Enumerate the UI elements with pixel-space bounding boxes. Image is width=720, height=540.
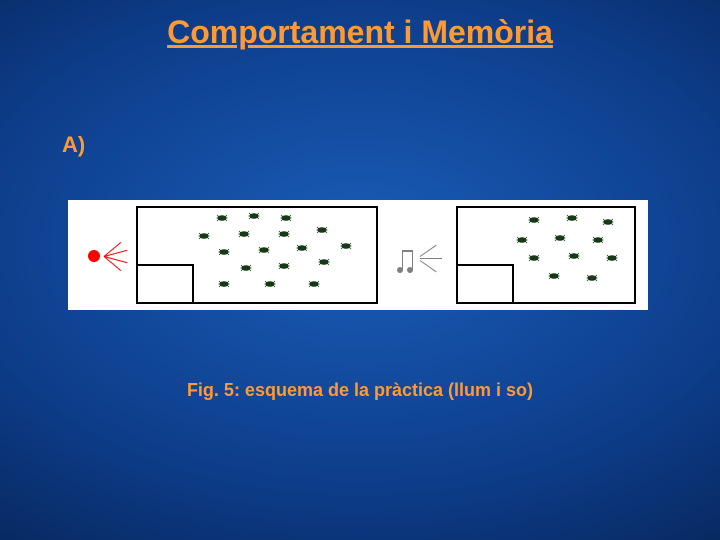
bug-icon [340, 242, 352, 250]
bug-icon [264, 280, 276, 288]
figure-caption: Fig. 5: esquema de la pràctica (llum i s… [0, 380, 720, 401]
bug-icon [308, 280, 320, 288]
bug-icon [606, 254, 618, 262]
section-label-a: A) [62, 132, 85, 158]
bug-icon [240, 264, 252, 272]
sound-ray [420, 260, 437, 272]
sound-ray [420, 258, 442, 259]
bug-icon [602, 218, 614, 226]
bug-icon [278, 262, 290, 270]
bug-icon [592, 236, 604, 244]
bug-icon [318, 258, 330, 266]
title-text: Comportament i Memòria [167, 14, 553, 50]
bug-icon [528, 254, 540, 262]
slide-title: Comportament i Memòria [0, 14, 720, 51]
bug-icon [568, 252, 580, 260]
bug-icon [566, 214, 578, 222]
bug-icon [516, 236, 528, 244]
bug-icon [548, 272, 560, 280]
bug-icon [216, 214, 228, 222]
bug-icon [238, 230, 250, 238]
sound-ray [420, 245, 437, 257]
bug-icon [586, 274, 598, 282]
bug-icon [554, 234, 566, 242]
bug-icon [258, 246, 270, 254]
slide: Comportament i Memòria A) Fig. 5: esquem… [0, 0, 720, 540]
bug-icon [218, 280, 230, 288]
label-a-text: A) [62, 132, 85, 157]
bug-icon [278, 230, 290, 238]
figure-diagram [68, 200, 648, 310]
music-note-head [407, 267, 413, 273]
light-source-icon [88, 250, 100, 262]
music-note-beam [402, 250, 413, 252]
music-note-head [397, 267, 403, 273]
bug-icon [218, 248, 230, 256]
inner-box [456, 264, 514, 304]
bug-icon [296, 244, 308, 252]
inner-box [136, 264, 194, 304]
bug-icon [280, 214, 292, 222]
bug-icon [528, 216, 540, 224]
caption-text: Fig. 5: esquema de la pràctica (llum i s… [187, 380, 533, 400]
bug-icon [316, 226, 328, 234]
bug-icon [198, 232, 210, 240]
bug-icon [248, 212, 260, 220]
